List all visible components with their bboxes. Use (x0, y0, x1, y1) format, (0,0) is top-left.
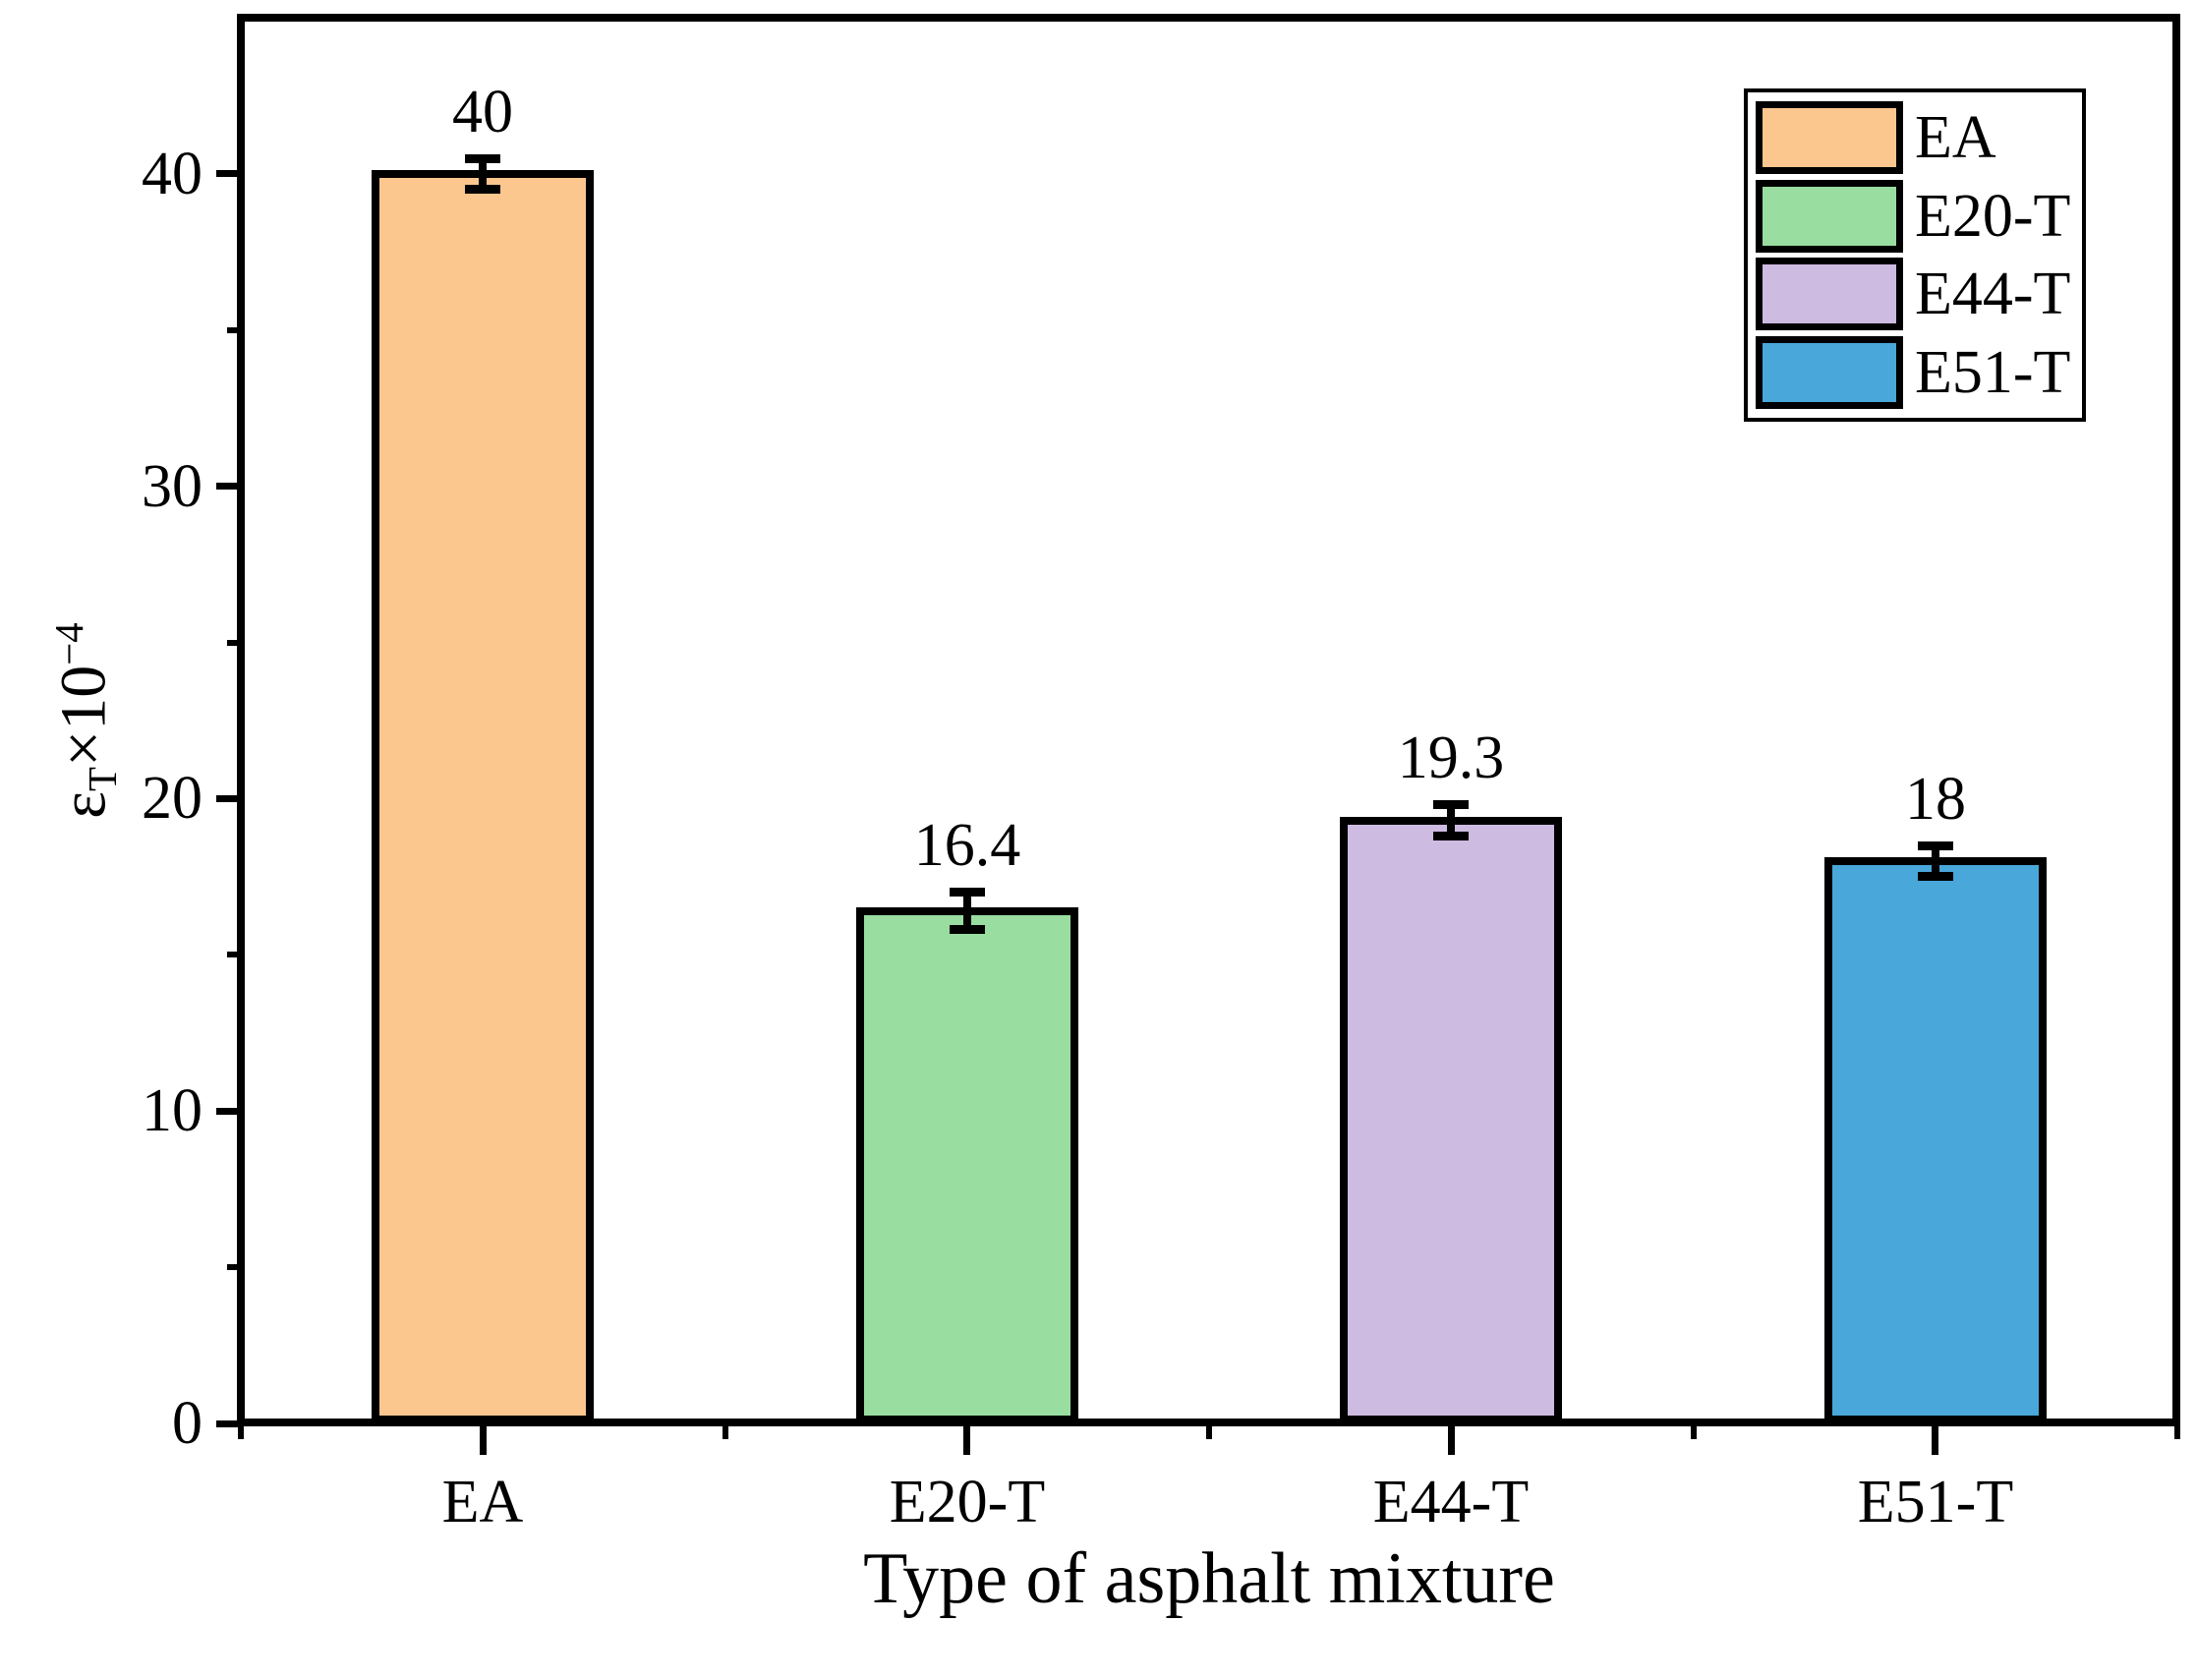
x-minor-tick (238, 1423, 244, 1439)
y-tick-label: 40 (142, 141, 202, 207)
legend: EA E20-T E44-T E51-T (1744, 88, 2086, 422)
y-minor-tick (227, 1264, 241, 1270)
error-bar-cap-top (465, 154, 500, 163)
x-axis-title: Type of asphalt mixture (863, 1538, 1555, 1619)
y-minor-tick (227, 327, 241, 333)
plot-area-frame (237, 14, 2180, 1426)
y-major-tick (216, 483, 241, 490)
error-bar-cap-bottom (1918, 872, 1953, 881)
error-bar-stem (479, 158, 487, 190)
legend-label: E20-T (1915, 182, 2071, 250)
y-tick-label: 0 (172, 1390, 202, 1457)
error-bar-stem (1447, 805, 1455, 837)
error-bar-cap-top (1433, 800, 1469, 809)
bar-value-label: 40 (452, 79, 513, 145)
error-bar-cap-top (1918, 841, 1953, 850)
bar-value-label: 19.3 (1397, 724, 1505, 791)
bar-E20-T (856, 907, 1078, 1423)
x-category-label-E51-T: E51-T (1857, 1469, 2014, 1535)
error-bar-cap-top (950, 888, 985, 897)
legend-item-E44-T: E44-T (1756, 257, 2082, 331)
bar-value-label: 16.4 (913, 812, 1021, 879)
y-minor-tick (227, 952, 241, 957)
y-major-tick (216, 1108, 241, 1115)
x-minor-tick (723, 1423, 728, 1439)
bar-EA (372, 170, 594, 1423)
y-axis-title-multiplier: ×10 (47, 665, 120, 768)
legend-swatch-EA (1756, 101, 1903, 174)
x-major-tick (1448, 1423, 1455, 1455)
legend-swatch-E20-T (1756, 179, 1903, 253)
legend-item-E20-T: E20-T (1756, 179, 2082, 254)
y-tick-label: 10 (142, 1077, 202, 1144)
error-bar-cap-bottom (1433, 832, 1469, 840)
x-minor-tick (1691, 1423, 1697, 1439)
x-major-tick (1932, 1423, 1938, 1455)
bar-E51-T (1824, 857, 2047, 1423)
legend-label: E44-T (1915, 261, 2071, 328)
legend-label: E51-T (1915, 338, 2071, 406)
x-category-label-E44-T: E44-T (1372, 1469, 1530, 1535)
bar-E44-T (1340, 817, 1562, 1423)
x-minor-tick (1206, 1423, 1212, 1439)
legend-swatch-E51-T (1756, 335, 1903, 409)
legend-swatch-E44-T (1756, 258, 1903, 331)
x-minor-tick (2174, 1423, 2180, 1439)
y-minor-tick (227, 640, 241, 646)
y-major-tick (216, 795, 241, 802)
y-major-tick (216, 170, 241, 177)
legend-item-E51-T: E51-T (1756, 335, 2082, 410)
error-bar-cap-bottom (950, 925, 985, 934)
y-tick-label: 20 (142, 765, 202, 832)
error-bar-stem (963, 893, 971, 930)
y-axis-title-symbol: ε (47, 791, 120, 819)
y-axis-title-subscript: T (80, 767, 125, 792)
error-bar-stem (1932, 845, 1939, 877)
legend-label: EA (1915, 104, 1996, 171)
y-major-tick (216, 1420, 241, 1427)
x-category-label-E20-T: E20-T (889, 1469, 1046, 1535)
y-axis-title: εT×10−4 (35, 622, 138, 818)
error-bar-cap-bottom (465, 185, 500, 194)
bar-value-label: 18 (1905, 766, 1966, 833)
x-major-tick (480, 1423, 487, 1455)
legend-item-EA: EA (1756, 100, 2082, 175)
x-category-label-EA: EA (441, 1469, 524, 1535)
y-tick-label: 30 (142, 453, 202, 520)
x-major-tick (963, 1423, 970, 1455)
y-axis-title-exponent: −4 (47, 622, 92, 666)
